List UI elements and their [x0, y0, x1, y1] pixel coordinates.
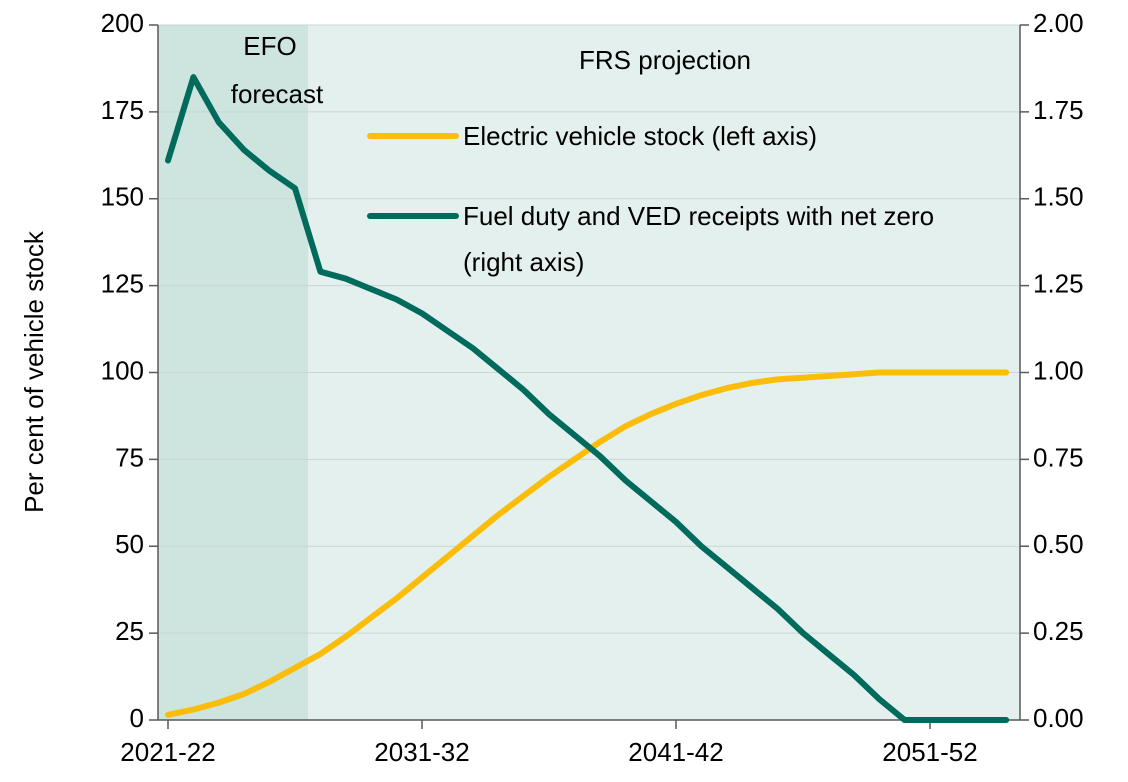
- x-tick-label: 2021-22: [120, 737, 215, 767]
- annotation: EFO: [243, 31, 296, 61]
- legend-label: Fuel duty and VED receipts with net zero…: [463, 201, 935, 277]
- y2-tick-label: 1.75: [1033, 95, 1084, 125]
- y-axis-title: Per cent of vehicle stock: [19, 230, 49, 513]
- series-line: [165, 369, 1010, 718]
- y-tick-label: 0: [130, 703, 144, 733]
- y-tick-label: 100: [101, 355, 144, 385]
- legend-label: Electric vehicle stock (left axis): [463, 121, 817, 151]
- y2-tick-label: 1.00: [1033, 355, 1084, 385]
- y-tick-label: 200: [101, 8, 144, 38]
- y2-tick-label: 1.50: [1033, 182, 1084, 212]
- y-tick-label: 75: [115, 442, 144, 472]
- y2-tick-label: 0.75: [1033, 442, 1084, 472]
- x-tick-label: 2041-42: [628, 737, 723, 767]
- series-line: [165, 74, 1010, 723]
- x-tick-label: 2051-52: [882, 737, 977, 767]
- y-tick-label: 50: [115, 529, 144, 559]
- annotation: FRS projection: [579, 45, 751, 75]
- y2-tick-label: 2.00: [1033, 8, 1084, 38]
- y-tick-label: 175: [101, 95, 144, 125]
- x-tick-label: 2031-32: [374, 737, 469, 767]
- y-tick-label: 150: [101, 182, 144, 212]
- y2-tick-label: 1.25: [1033, 269, 1084, 299]
- y2-tick-label: 0.50: [1033, 529, 1084, 559]
- annotation: forecast: [231, 79, 324, 109]
- y2-tick-label: 0.00: [1033, 703, 1084, 733]
- y-tick-label: 25: [115, 616, 144, 646]
- y-tick-label: 125: [101, 269, 144, 299]
- y2-tick-label: 0.25: [1033, 616, 1084, 646]
